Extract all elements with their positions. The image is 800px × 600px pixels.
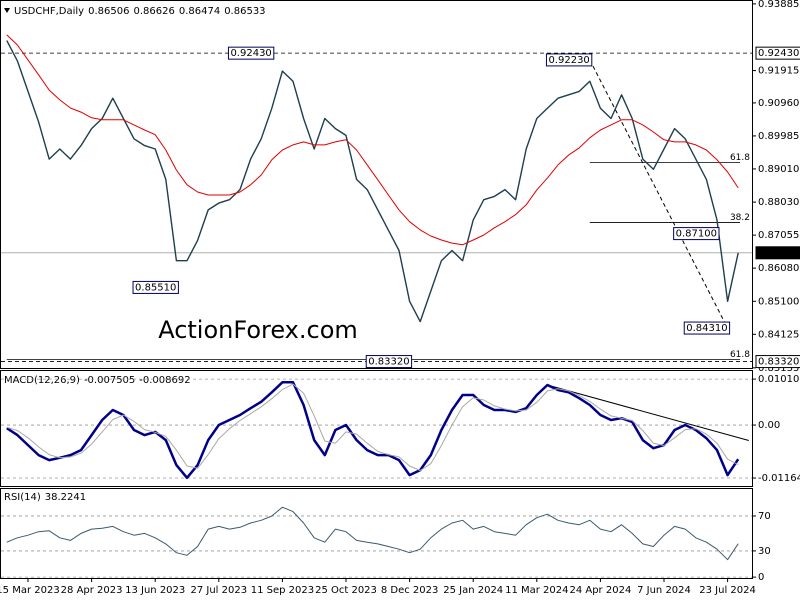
series-line xyxy=(6,383,739,471)
panel-header: RSI(14) 38.2241 xyxy=(4,492,86,503)
x-tick-label: 28 Apr 2023 xyxy=(61,585,123,596)
price-label: 0.84310 xyxy=(686,323,727,334)
y-tick-label: 0.83135 xyxy=(758,363,799,374)
y-tick-label: 30 xyxy=(758,546,771,557)
y-tick-label: 0.89010 xyxy=(758,164,799,175)
price-label-box xyxy=(755,46,800,60)
price-label: 0.85510 xyxy=(135,282,176,293)
y-tick-label: 0.87055 xyxy=(758,230,799,241)
header-value: 0.86533 xyxy=(224,6,265,17)
header-value: 0.86506 xyxy=(88,6,129,17)
x-tick-label: 7 Jun 2024 xyxy=(637,585,691,596)
panel-title: MACD(12,26,9) xyxy=(4,375,80,386)
price-label-box xyxy=(545,53,593,67)
y-tick-label: 0.90960 xyxy=(758,98,799,109)
y-tick-label: 0.010101 xyxy=(758,374,800,385)
x-tick-label: 13 Jun 2023 xyxy=(125,585,185,596)
price-label: 0.83320 xyxy=(758,357,799,368)
panel-header: USDCHF,Daily 0.86506 0.86626 0.86474 0.86533 xyxy=(14,6,266,17)
watermark: ActionForex.com xyxy=(158,316,358,344)
x-tick-label: 23 Jul 2024 xyxy=(699,585,756,596)
fib-label: 61.8 xyxy=(730,350,750,360)
x-tick-label: 11 Mar 2024 xyxy=(505,585,568,596)
series-line xyxy=(6,34,739,246)
price-label: 0.87100 xyxy=(676,229,717,240)
x-tick-label: 11 Sep 2023 xyxy=(251,585,314,596)
y-tick-label: -0.011645 xyxy=(758,473,800,484)
series-line xyxy=(6,381,740,480)
x-tick-label: 24 Apr 2024 xyxy=(569,585,631,596)
price-panel xyxy=(0,0,753,369)
series-line xyxy=(6,40,739,323)
y-tick-label: 0.85100 xyxy=(758,296,799,307)
y-tick-label: 0.84125 xyxy=(758,329,799,340)
trend-line xyxy=(547,384,749,441)
panel-title: USDCHF,Daily xyxy=(14,6,84,17)
price-label: 0.92430 xyxy=(230,48,271,59)
y-tick-label: 0.86080 xyxy=(758,263,799,274)
macd-panel xyxy=(0,370,753,487)
y-tick-label: 0 xyxy=(758,572,764,583)
y-tick-label: 0.91915 xyxy=(758,66,799,77)
y-tick-label: 0.89985 xyxy=(758,131,799,142)
x-tick-label: 15 Mar 2023 xyxy=(0,585,60,596)
header-value: 0.86626 xyxy=(133,6,174,17)
price-label-box xyxy=(132,280,179,294)
header-value: -0.007505 xyxy=(84,375,135,386)
fib-label: 61.8 xyxy=(730,153,750,163)
header-value: 0.86474 xyxy=(179,6,220,17)
price-label-box xyxy=(365,355,413,369)
price-label-box xyxy=(755,355,800,369)
x-tick-label: 27 Jul 2023 xyxy=(190,585,247,596)
price-label: 0.92430 xyxy=(758,48,799,59)
series-line xyxy=(6,506,739,561)
price-label-box xyxy=(673,227,720,241)
price-label: 0.86533 xyxy=(758,248,799,259)
price-label-box xyxy=(227,46,275,60)
header-value: -0.008692 xyxy=(139,375,190,386)
menu-icon xyxy=(4,8,10,13)
rsi-panel xyxy=(0,488,753,579)
y-tick-label: 0.93885 xyxy=(758,0,799,10)
x-tick-label: 25 Oct 2023 xyxy=(315,585,377,596)
price-label-box xyxy=(683,321,731,335)
y-tick-label: 0.88030 xyxy=(758,197,799,208)
price-label: 0.83320 xyxy=(368,357,409,368)
fib-label: 38.2 xyxy=(730,213,750,223)
x-tick-label: 25 Jan 2024 xyxy=(443,585,503,596)
trend-line xyxy=(589,59,729,329)
price-label-box xyxy=(755,246,800,260)
x-tick-label: 8 Dec 2023 xyxy=(381,585,439,596)
price-label: 0.92230 xyxy=(548,55,589,66)
panel-title: RSI(14) xyxy=(4,492,41,503)
panel-header: MACD(12,26,9) -0.007505 -0.008692 xyxy=(4,375,191,386)
y-tick-label: 70 xyxy=(758,511,771,522)
y-tick-label: 0.00 xyxy=(758,420,780,431)
header-value: 38.2241 xyxy=(45,492,86,503)
